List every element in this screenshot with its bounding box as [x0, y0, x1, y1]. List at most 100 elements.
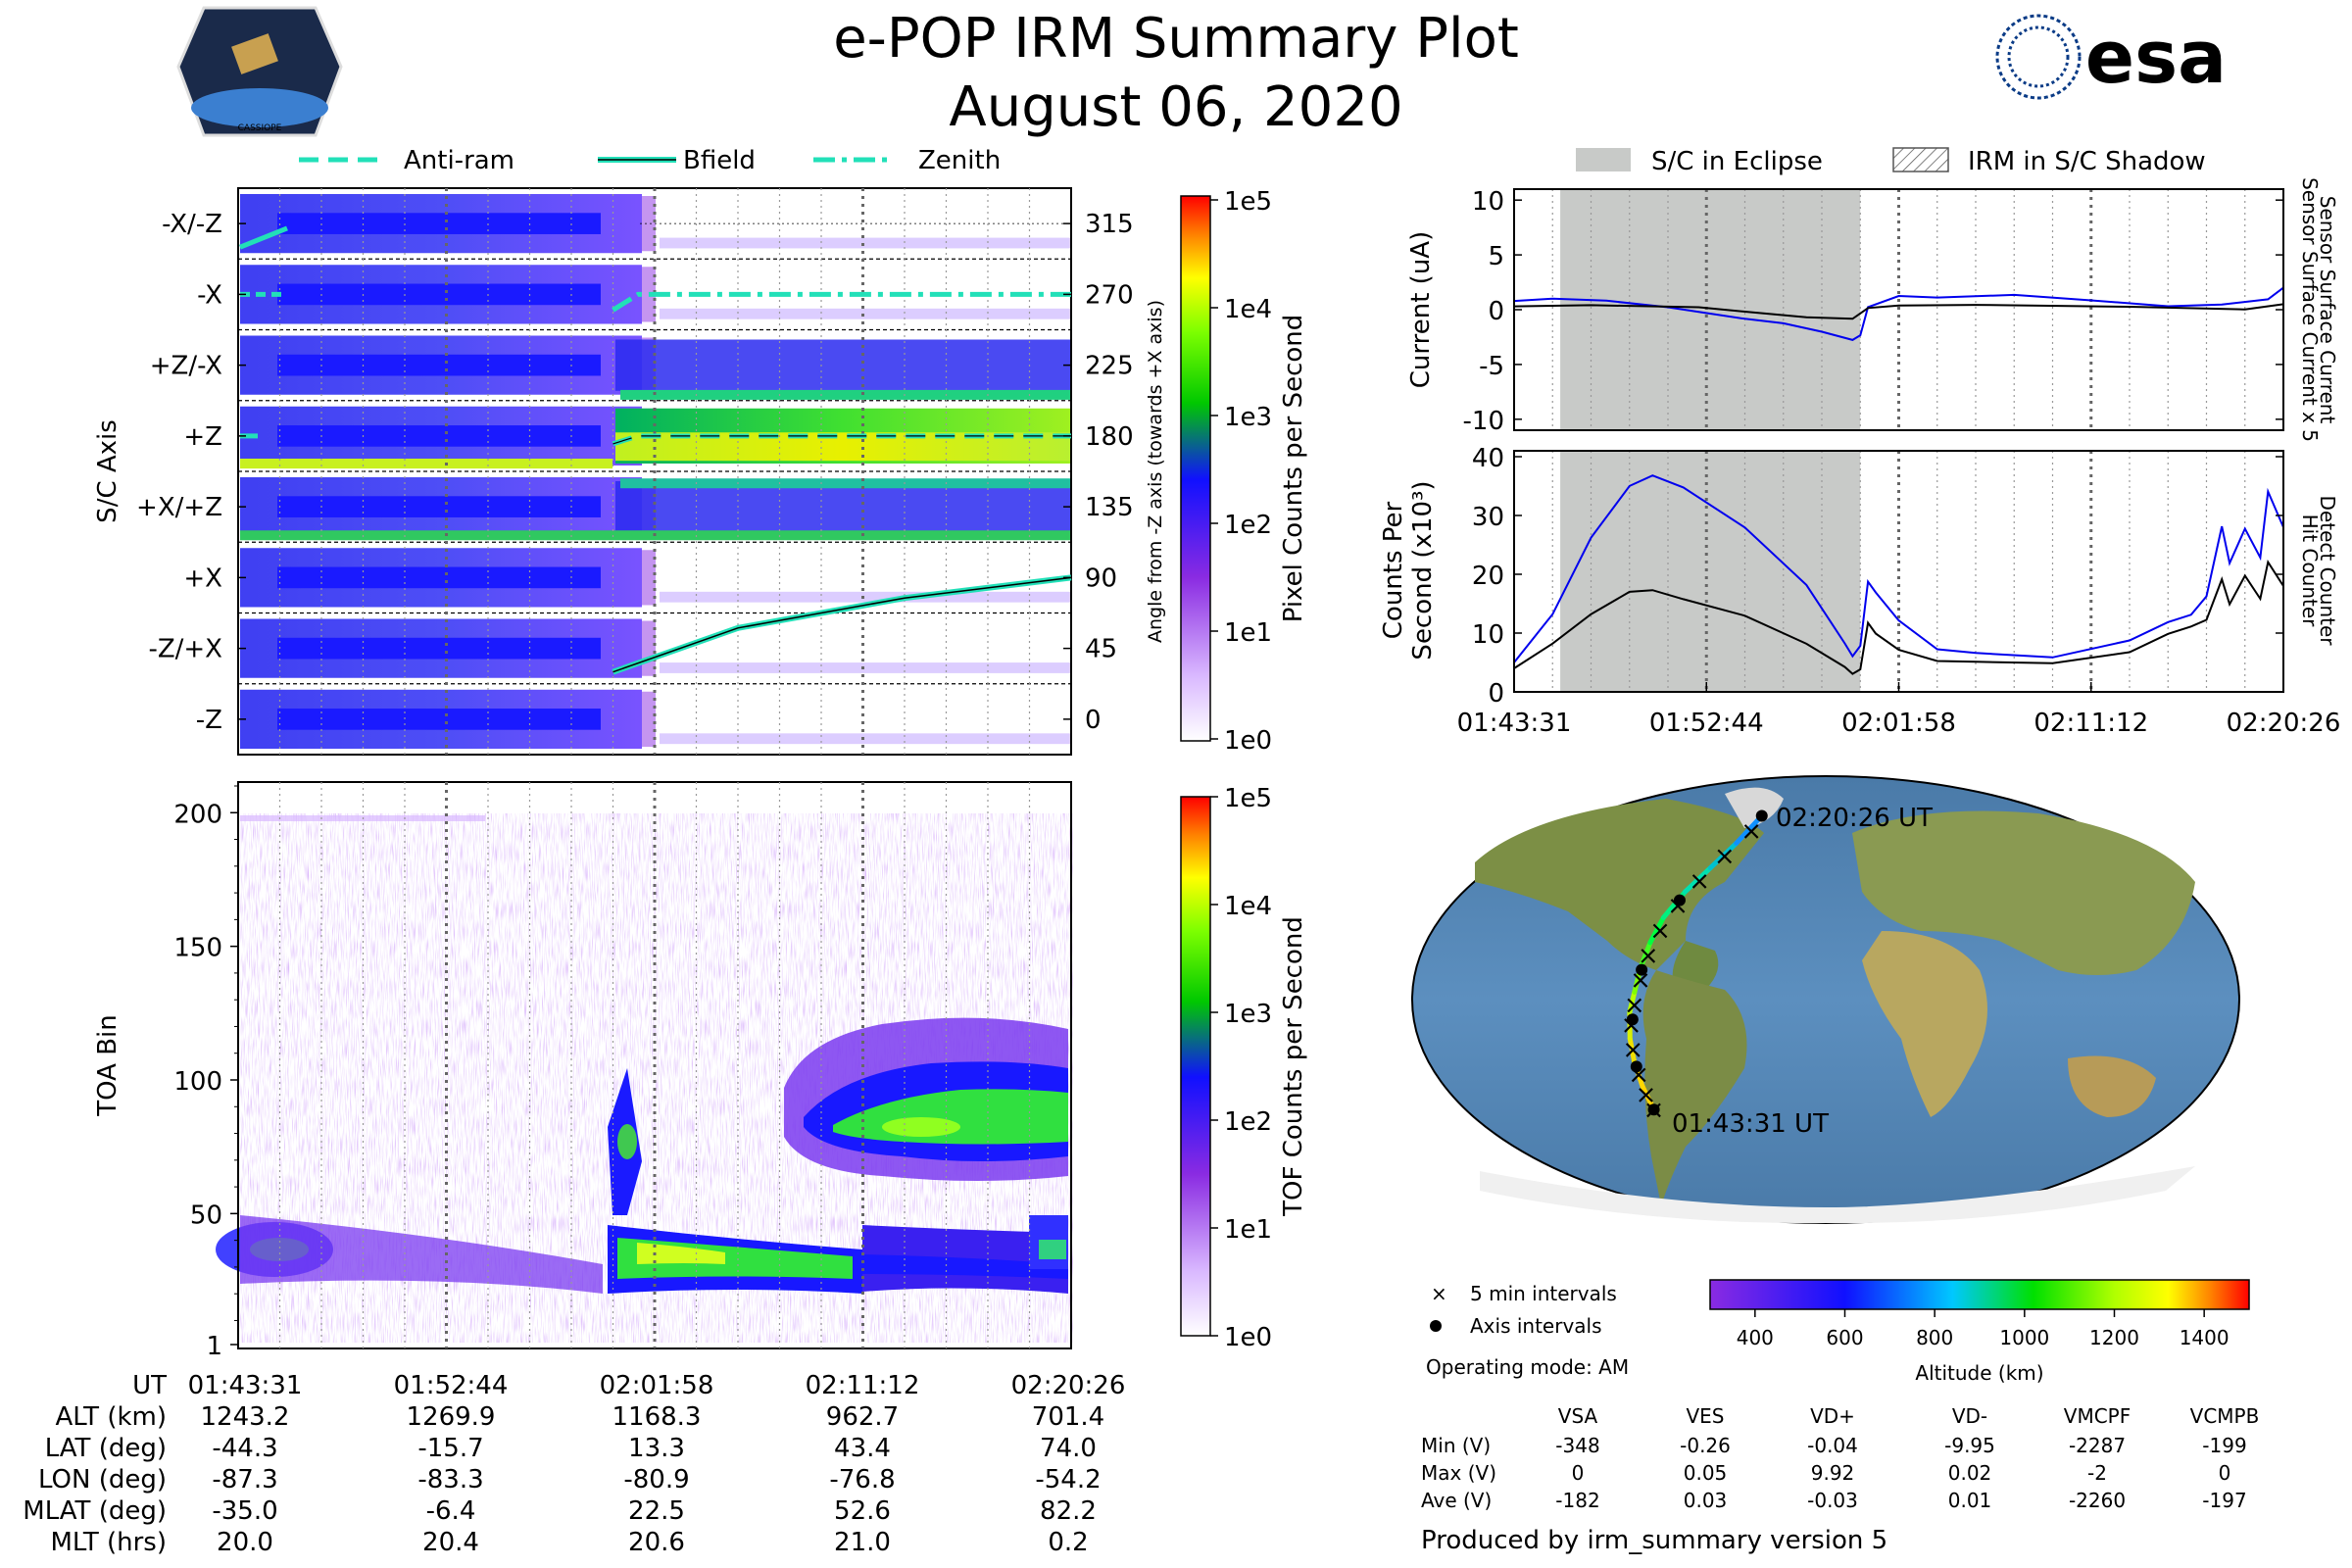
footer-version: Produced by irm_summary version 5 [1421, 1526, 1887, 1555]
pixel-angle-tick: 90 [1085, 564, 1117, 593]
pixel-band-core [277, 637, 601, 660]
info-cell: -83.3 [417, 1465, 483, 1494]
ytick-label: 20 [1472, 562, 1504, 591]
info-cell: -80.9 [623, 1465, 689, 1494]
orbit-map: ××××××××××××× 02:20:26 UT 01:43:31 UT [1411, 775, 2240, 1224]
colorbar-tick: 1e5 [1224, 784, 1272, 813]
pixel-angle-tick: 0 [1085, 706, 1102, 735]
orbit-x-mark: × [1649, 916, 1671, 946]
voltage-cell: -0.03 [1807, 1489, 1858, 1512]
time-tick: 01:52:44 [1649, 709, 1764, 738]
voltage-row-label: Min (V) [1421, 1434, 1491, 1457]
info-cell: 13.3 [628, 1434, 685, 1463]
voltage-cell: -2287 [2069, 1434, 2126, 1457]
voltage-cell: -2 [2087, 1461, 2107, 1485]
info-row-label: ALT (km) [55, 1402, 167, 1432]
pixel-ylabel: S/C Axis [93, 419, 122, 523]
info-cell: 1168.3 [612, 1402, 702, 1432]
ytick-label: 0 [1488, 679, 1504, 709]
orbit-segment [1627, 989, 1638, 1015]
orbit-track: ××××××××××××× [1621, 809, 1768, 1125]
info-cell: 0.2 [1048, 1528, 1088, 1557]
eclipse-region [1560, 189, 1861, 430]
pixel-band-core [277, 354, 601, 376]
time-tick: 02:01:58 [1841, 709, 1956, 738]
tof-ytick: 200 [173, 800, 222, 829]
info-cell: -6.4 [426, 1496, 476, 1526]
pixel-angle-tick: 315 [1085, 210, 1134, 239]
info-cell: 1243.2 [201, 1402, 290, 1432]
orbit-segment [1707, 840, 1740, 871]
pixel-row-label: -Z [196, 706, 222, 735]
info-cell: 02:20:26 [1011, 1371, 1126, 1400]
colorbar-tick: 1e4 [1224, 295, 1272, 324]
voltage-cell: -348 [1555, 1434, 1599, 1457]
legend-shadow: IRM in S/C Shadow [1968, 147, 2206, 176]
voltage-header: VSA [1558, 1404, 1598, 1428]
colorbar-tick: 1e1 [1224, 1215, 1272, 1245]
orbit-x-mark: × [1689, 866, 1710, 896]
info-row-label: LAT (deg) [45, 1434, 167, 1463]
altitude-tick: 1400 [2180, 1326, 2230, 1349]
pixel-band-core [277, 283, 601, 306]
current-ylabel: Current (uA) [1406, 231, 1436, 388]
tof-ylabel: TOA Bin [93, 1014, 122, 1116]
colorbar-tick: 1e1 [1224, 618, 1272, 648]
esa-logo-text: esa [2085, 16, 2227, 100]
pixel-row-label: +Z/-X [150, 352, 222, 381]
info-cell: 02:11:12 [806, 1371, 920, 1400]
orbit-start-label: 01:43:31 UT [1672, 1109, 1829, 1139]
tof-bands [216, 815, 1068, 1294]
voltage-cell: 0.02 [1948, 1461, 1992, 1485]
orbit-segment [1627, 1036, 1638, 1064]
orbit-x-mark: × [1638, 941, 1659, 970]
orbit-dot-mark [1630, 1060, 1642, 1073]
altitude-label: Altitude (km) [1915, 1361, 2043, 1385]
orbit-dot-mark [1755, 809, 1768, 822]
legend-five-min: 5 min intervals [1470, 1282, 1617, 1305]
legend-zenith: Zenith [918, 146, 1001, 175]
pixel-colorbar: 1e5 1e4 1e3 1e2 1e1 1e0 Pixel Counts per Seco… [1180, 187, 1308, 756]
counts-ylabel-line2: Second (x10³) [1408, 480, 1438, 660]
voltage-cell: 0 [1572, 1461, 1585, 1485]
legend-bfield: Bfield [683, 146, 756, 175]
orbit-segment [1638, 940, 1653, 969]
pixel-direction-curves [239, 225, 1072, 675]
pixel-angle-tick: 225 [1085, 352, 1134, 381]
current-right-label-black: Sensor Surface Current [2316, 196, 2339, 424]
pixel-band-core [277, 566, 601, 589]
cassiope-logo-text: CASSIOPE [238, 123, 282, 133]
orbit-segment [1647, 914, 1666, 946]
ytick-label: -10 [1463, 407, 1504, 436]
orbit-x-mark: × [1636, 1080, 1657, 1109]
voltage-cell: -182 [1555, 1489, 1599, 1512]
legend-antiram: Anti-ram [404, 146, 514, 175]
info-cell: -87.3 [212, 1465, 277, 1494]
pixel-band-core [277, 425, 601, 447]
axis-legend: Anti-ram Bfield Zenith [299, 146, 1001, 175]
orbit-dot-mark [1636, 963, 1648, 976]
info-row-label: MLT (hrs) [51, 1528, 168, 1557]
orbit-segment [1734, 813, 1765, 846]
orbit-segment [1682, 865, 1713, 895]
info-cell: 82.2 [1040, 1496, 1097, 1526]
voltage-header: VCMPB [2190, 1404, 2260, 1428]
legend-eclipse: S/C in Eclipse [1651, 147, 1823, 176]
ytick-label: 5 [1488, 242, 1504, 271]
time-tick: 02:20:26 [2227, 709, 2341, 738]
colorbar-tick: 1e3 [1224, 1000, 1272, 1029]
pixel-row-label: -X [197, 280, 222, 310]
voltage-header: VD+ [1810, 1404, 1855, 1428]
info-cell: -35.0 [212, 1496, 277, 1526]
counts-plot: 40 30 20 10 0 Counts Per Second (x10³) Detec… [1379, 444, 2340, 738]
bfield-curve-early [239, 225, 288, 250]
legend-axis-intervals: Axis intervals [1470, 1314, 1602, 1338]
info-cell: 43.4 [834, 1434, 891, 1463]
pixel-angle-tick: 270 [1085, 280, 1134, 310]
ytick-label: -5 [1479, 352, 1504, 381]
series-line [1513, 474, 2284, 663]
info-cell: 01:43:31 [188, 1371, 303, 1400]
pixel-row-label: -X/-Z [162, 210, 222, 239]
eclipse-legend: S/C in Eclipse IRM in S/C Shadow [1576, 147, 2206, 176]
